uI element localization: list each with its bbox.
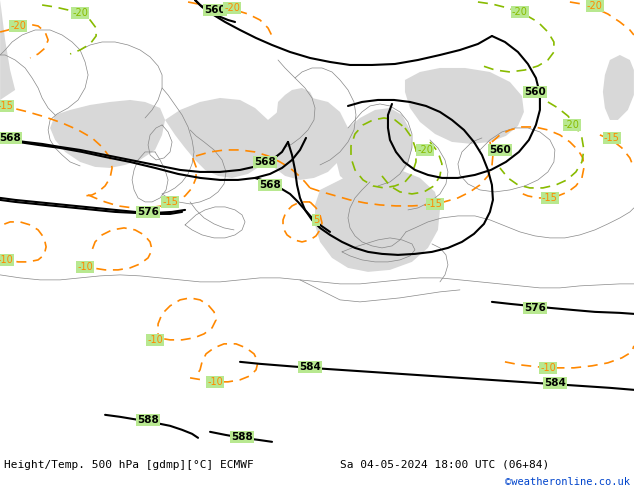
Text: -20: -20 [512,7,528,17]
Text: ©weatheronline.co.uk: ©weatheronline.co.uk [505,477,630,487]
Text: -20: -20 [224,3,240,13]
Polygon shape [264,98,348,180]
Text: -20: -20 [417,145,433,155]
Text: -20: -20 [587,1,603,11]
Text: Sa 04-05-2024 18:00 UTC (06+84): Sa 04-05-2024 18:00 UTC (06+84) [340,460,549,470]
Text: -10: -10 [207,377,223,387]
Text: -20: -20 [72,8,88,18]
Text: 568: 568 [259,180,281,190]
Text: -15: -15 [0,101,13,111]
Text: 568: 568 [0,133,21,143]
Text: 584: 584 [544,378,566,388]
Polygon shape [336,108,412,190]
Text: 584: 584 [299,362,321,372]
Polygon shape [0,0,15,100]
Text: 576: 576 [524,303,546,313]
Text: -15: -15 [542,193,558,203]
Polygon shape [603,55,634,120]
Polygon shape [276,88,315,142]
Polygon shape [50,100,165,168]
Text: -15: -15 [427,199,443,209]
Text: 560: 560 [489,145,511,155]
Text: -20: -20 [564,120,580,130]
Text: -10: -10 [147,335,163,345]
Text: 560: 560 [524,87,546,97]
Text: -10: -10 [540,363,556,373]
Text: -20: -20 [10,21,26,31]
Polygon shape [405,68,524,144]
Text: 588: 588 [137,415,159,425]
Polygon shape [165,98,275,178]
Text: 588: 588 [231,432,253,442]
Text: 576: 576 [137,207,159,217]
Text: Height/Temp. 500 hPa [gdmp][°C] ECMWF: Height/Temp. 500 hPa [gdmp][°C] ECMWF [4,460,254,470]
Text: 5: 5 [313,215,319,225]
Text: -10: -10 [77,262,93,272]
Text: 560: 560 [204,5,226,15]
Text: -15: -15 [162,197,178,207]
Text: 568: 568 [254,157,276,167]
Text: -15: -15 [604,133,620,143]
Polygon shape [315,168,440,272]
Text: -10: -10 [0,255,13,265]
